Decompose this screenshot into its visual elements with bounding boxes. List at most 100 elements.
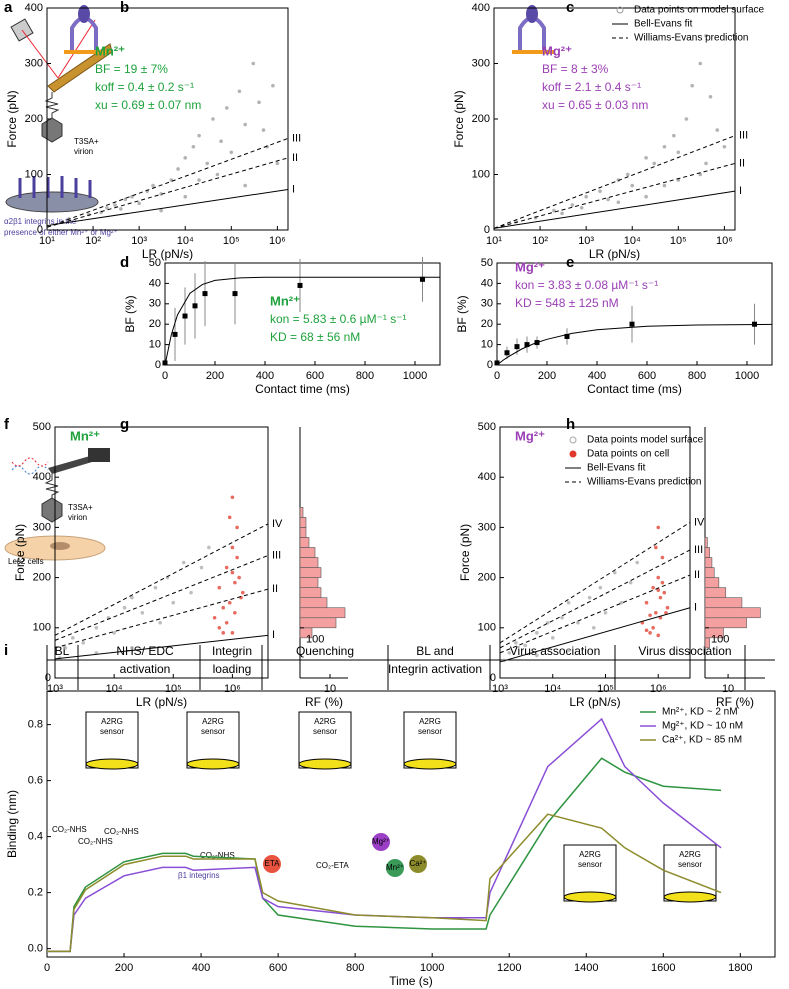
- annotation: Mn²⁺: [270, 293, 300, 308]
- panel-label: f: [4, 416, 10, 433]
- data-point: [224, 620, 229, 625]
- data-point: [660, 555, 665, 560]
- y-tick-label: 0.6: [28, 775, 43, 787]
- y-tick-label: 300: [478, 521, 496, 533]
- fit-line: [54, 634, 269, 660]
- data-point: [235, 555, 239, 560]
- nhs-label: CO₂-NHS: [52, 825, 87, 834]
- x-tick-label: 10⁶: [269, 235, 286, 247]
- data-point: [619, 600, 624, 605]
- hist-bar: [299, 587, 322, 598]
- data-point: [271, 83, 275, 88]
- x-tick-label: 1600: [651, 962, 675, 974]
- x-tick-label: 10⁴: [544, 683, 561, 695]
- data-point: [205, 161, 210, 166]
- fit-label: I: [694, 602, 697, 614]
- y-tick-label: 0.4: [28, 831, 43, 843]
- virion-label: T3SA+: [68, 503, 93, 512]
- spring: [44, 474, 60, 498]
- hist-bar: [299, 507, 304, 518]
- data-point: [715, 128, 720, 132]
- x-tick-label: 600: [306, 370, 324, 382]
- hist-bar: [704, 577, 720, 588]
- data-point: [113, 203, 117, 207]
- data-point: [229, 150, 234, 155]
- legend-marker: [569, 450, 577, 458]
- legend-marker: [616, 6, 624, 14]
- data-point: [257, 100, 261, 105]
- x-tick-label: 600: [269, 962, 287, 974]
- y-tick-label: 30: [149, 298, 161, 310]
- y-tick-label: 400: [25, 2, 43, 14]
- data-point: [704, 161, 708, 166]
- data-point: [230, 495, 235, 500]
- data-point: [665, 605, 670, 610]
- annotation: KD = 548 ± 125 nM: [515, 296, 619, 310]
- stage-label: Integrin: [212, 644, 252, 658]
- legend-label: Bell-Evans fit: [587, 463, 646, 474]
- data-point: [494, 360, 500, 366]
- legend-label: Mn²⁺, KD ~ 2 nM: [662, 707, 738, 718]
- x-axis-label: Time (s): [389, 974, 433, 988]
- data-point: [662, 590, 667, 595]
- fit-line: [54, 555, 269, 641]
- data-point: [644, 628, 649, 633]
- x-tick-label: 400: [192, 962, 210, 974]
- virion-label: virion: [74, 147, 93, 156]
- y-tick-label: 400: [478, 471, 496, 483]
- x-tick-label: 10⁵: [597, 683, 614, 695]
- sensor-label: A2RG: [101, 717, 123, 726]
- data-point: [230, 631, 235, 635]
- x-tick-label: 200: [538, 370, 556, 382]
- y-tick-label: 500: [478, 421, 496, 433]
- y-tick-label: 500: [33, 421, 51, 433]
- data-point: [598, 189, 602, 193]
- data-point: [584, 194, 588, 199]
- data-point: [105, 206, 109, 210]
- sensor-coating: [403, 758, 457, 770]
- data-point: [566, 648, 571, 653]
- data-point: [217, 585, 222, 590]
- fit-label: III: [694, 544, 703, 556]
- x-tick-label: 10²: [532, 235, 548, 247]
- ion: [409, 855, 427, 873]
- data-point: [183, 156, 188, 160]
- stage-label: Virus dissociation: [638, 644, 731, 658]
- hist-bar: [704, 557, 713, 568]
- legend-marker: [569, 436, 577, 444]
- data-point: [658, 595, 663, 600]
- fit-label: I: [272, 629, 275, 641]
- diagram-i-labels: CO₂-NHS CO₂-NHS CO₂-NHS CO₂-NHS β1 integ…: [52, 825, 427, 880]
- hist-bar: [704, 617, 747, 629]
- sensor-coating: [663, 891, 717, 903]
- y-tick-label: 40: [481, 277, 493, 289]
- legend-label: Ca²⁺, KD ~ 85 nM: [662, 735, 742, 746]
- data-point: [63, 646, 68, 650]
- data-point: [243, 183, 247, 188]
- x-tick-label: 0: [44, 962, 50, 974]
- data-point: [130, 595, 134, 600]
- data-point: [654, 610, 658, 615]
- data-point: [233, 580, 237, 585]
- data-point: [261, 128, 266, 132]
- diagram-f: T3SA+ virion Lec2 cells: [4, 448, 110, 566]
- y-axis-label: Force (pN): [5, 90, 19, 147]
- data-point: [514, 344, 520, 350]
- x-tick-label: 10⁵: [165, 683, 182, 695]
- data-point: [199, 565, 204, 570]
- data-point: [159, 192, 163, 196]
- hist-bar: [299, 597, 328, 609]
- ion: [386, 859, 404, 877]
- plot-frame: [496, 262, 773, 366]
- fit-line: [496, 323, 773, 366]
- spring: [44, 92, 60, 118]
- data-point: [535, 653, 539, 658]
- data-point: [81, 641, 86, 645]
- fit-label: I: [292, 183, 295, 195]
- y-tick-label: 50: [481, 257, 493, 269]
- ion: [372, 833, 390, 851]
- hist-bar: [299, 517, 307, 528]
- laser: [21, 29, 59, 79]
- annotation: BF = 8 ± 3%: [542, 62, 609, 76]
